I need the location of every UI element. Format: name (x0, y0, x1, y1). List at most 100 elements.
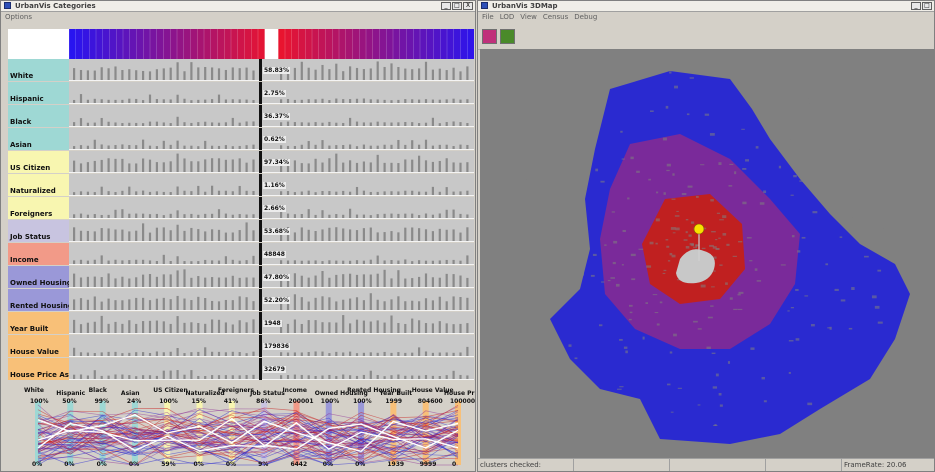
histogram-bar (300, 99, 303, 103)
category-histogram[interactable]: 1.16% (69, 174, 474, 196)
histogram-bar (73, 68, 76, 80)
axis-min: 0% (355, 461, 366, 468)
map-gap (756, 280, 762, 282)
histogram-bar (404, 278, 407, 287)
selected-region[interactable] (676, 249, 715, 284)
histogram-bar (190, 352, 193, 356)
category-row[interactable]: US Citizen 97.34% (8, 151, 474, 173)
status-cell-empty (766, 459, 842, 471)
category-histogram[interactable]: 97.34% (69, 151, 474, 173)
category-histogram[interactable]: 58.83% (69, 59, 474, 81)
category-histogram[interactable]: 2.66% (69, 197, 474, 219)
parallel-coordinates-plot[interactable]: White 100% 0% Hispanic 50% 0% Black 99% 0% Asian 2… (8, 387, 475, 469)
slider-handle[interactable] (259, 151, 262, 173)
histogram-bar (100, 214, 103, 218)
histogram-bar (211, 300, 214, 310)
map-titlebar[interactable]: UrbanVis 3DMap _ □ (478, 1, 934, 12)
map-gap (799, 180, 803, 182)
category-row[interactable]: Owned Housing 47.80% (8, 266, 474, 288)
slider-handle[interactable] (259, 174, 262, 196)
slider-handle[interactable] (259, 82, 262, 104)
menu-file[interactable]: File (482, 13, 494, 21)
category-row[interactable]: Naturalized 1.16% (8, 174, 474, 196)
slider-handle[interactable] (259, 266, 262, 288)
histogram-bar (217, 122, 221, 126)
slider-handle[interactable] (259, 243, 262, 265)
category-histogram[interactable]: 48848 (69, 243, 474, 265)
category-histogram[interactable]: 53.68% (69, 220, 474, 242)
menu-lod[interactable]: LOD (499, 13, 515, 21)
menu-view[interactable]: View (520, 13, 537, 21)
category-histogram[interactable]: 2.75% (69, 82, 474, 104)
category-row[interactable]: House Value 179836 (8, 335, 474, 357)
color-bin (278, 29, 286, 59)
histogram-bar (231, 67, 234, 80)
category-row[interactable]: Rented Housing 52.20% (8, 289, 474, 311)
histogram-bar (286, 352, 290, 356)
categories-titlebar[interactable]: UrbanVis Categories _ □ X (1, 1, 475, 12)
cluster-region-core (642, 194, 745, 304)
histogram-bar (342, 299, 345, 310)
map-gap (763, 190, 767, 194)
globe-icon[interactable] (482, 29, 497, 44)
category-histogram[interactable]: 0.62% (69, 128, 474, 150)
category-row[interactable]: Job Status 53.68% (8, 220, 474, 242)
histogram-bar (252, 121, 255, 126)
slider-handle[interactable] (259, 358, 262, 380)
axis-bar[interactable] (422, 401, 429, 465)
histogram-bar (224, 352, 227, 356)
menu-debug[interactable]: Debug (574, 13, 598, 21)
slider-handle[interactable] (259, 312, 262, 334)
map-gap (725, 282, 728, 285)
map-gap (666, 169, 670, 172)
minimize-button[interactable]: _ (441, 2, 451, 10)
axis-bar[interactable] (325, 401, 332, 465)
map-gap (697, 404, 701, 406)
histogram-bar (128, 352, 131, 356)
histogram-bar (238, 214, 241, 218)
category-histogram[interactable]: 1948 (69, 312, 474, 334)
slider-handle[interactable] (259, 105, 262, 127)
minimize-button[interactable]: _ (911, 2, 921, 10)
category-row[interactable]: Black 36.37% (8, 105, 474, 127)
color-bin (231, 29, 239, 59)
maximize-button[interactable]: □ (922, 2, 932, 10)
category-row[interactable]: House Price Asked 32679 (8, 358, 474, 380)
grid-icon[interactable] (500, 29, 515, 44)
category-histogram[interactable]: 32679 (69, 358, 474, 380)
category-row[interactable]: Year Built 1948 (8, 312, 474, 334)
category-histogram[interactable]: 47.80% (69, 266, 474, 288)
axis-bar[interactable] (455, 401, 461, 465)
category-row[interactable]: Asian 0.62% (8, 128, 474, 150)
histogram-bar (224, 256, 227, 264)
map-gap (688, 234, 692, 237)
category-histogram[interactable]: 36.37% (69, 105, 474, 127)
3d-map-view[interactable] (480, 49, 934, 459)
menu-census[interactable]: Census (542, 13, 569, 21)
slider-handle[interactable] (259, 335, 262, 357)
slider-handle[interactable] (259, 59, 262, 81)
category-row[interactable]: Income 48848 (8, 243, 474, 265)
close-button[interactable]: X (463, 2, 473, 10)
slider-handle[interactable] (259, 197, 262, 219)
category-row[interactable]: Foreigners 2.66% (8, 197, 474, 219)
histogram-bar (142, 190, 145, 195)
location-marker[interactable] (693, 223, 705, 235)
category-histogram[interactable]: 52.20% (69, 289, 474, 311)
slider-handle[interactable] (259, 289, 262, 311)
maximize-button[interactable]: □ (452, 2, 462, 10)
category-histogram[interactable]: 179836 (69, 335, 474, 357)
map-gap (666, 245, 670, 248)
map-gap (545, 276, 549, 280)
histogram-bar (328, 214, 331, 218)
menu-options[interactable]: Options (5, 13, 33, 21)
axis-bar[interactable] (35, 401, 41, 465)
category-row[interactable]: Hispanic 2.75% (8, 82, 474, 104)
histogram-bar (162, 68, 165, 80)
slider-handle[interactable] (259, 128, 262, 150)
histogram-bar (355, 67, 359, 80)
map-gap (665, 105, 669, 109)
category-row[interactable]: White 58.83% (8, 59, 474, 81)
slider-handle[interactable] (259, 220, 262, 242)
color-scale-strip[interactable] (69, 29, 474, 59)
